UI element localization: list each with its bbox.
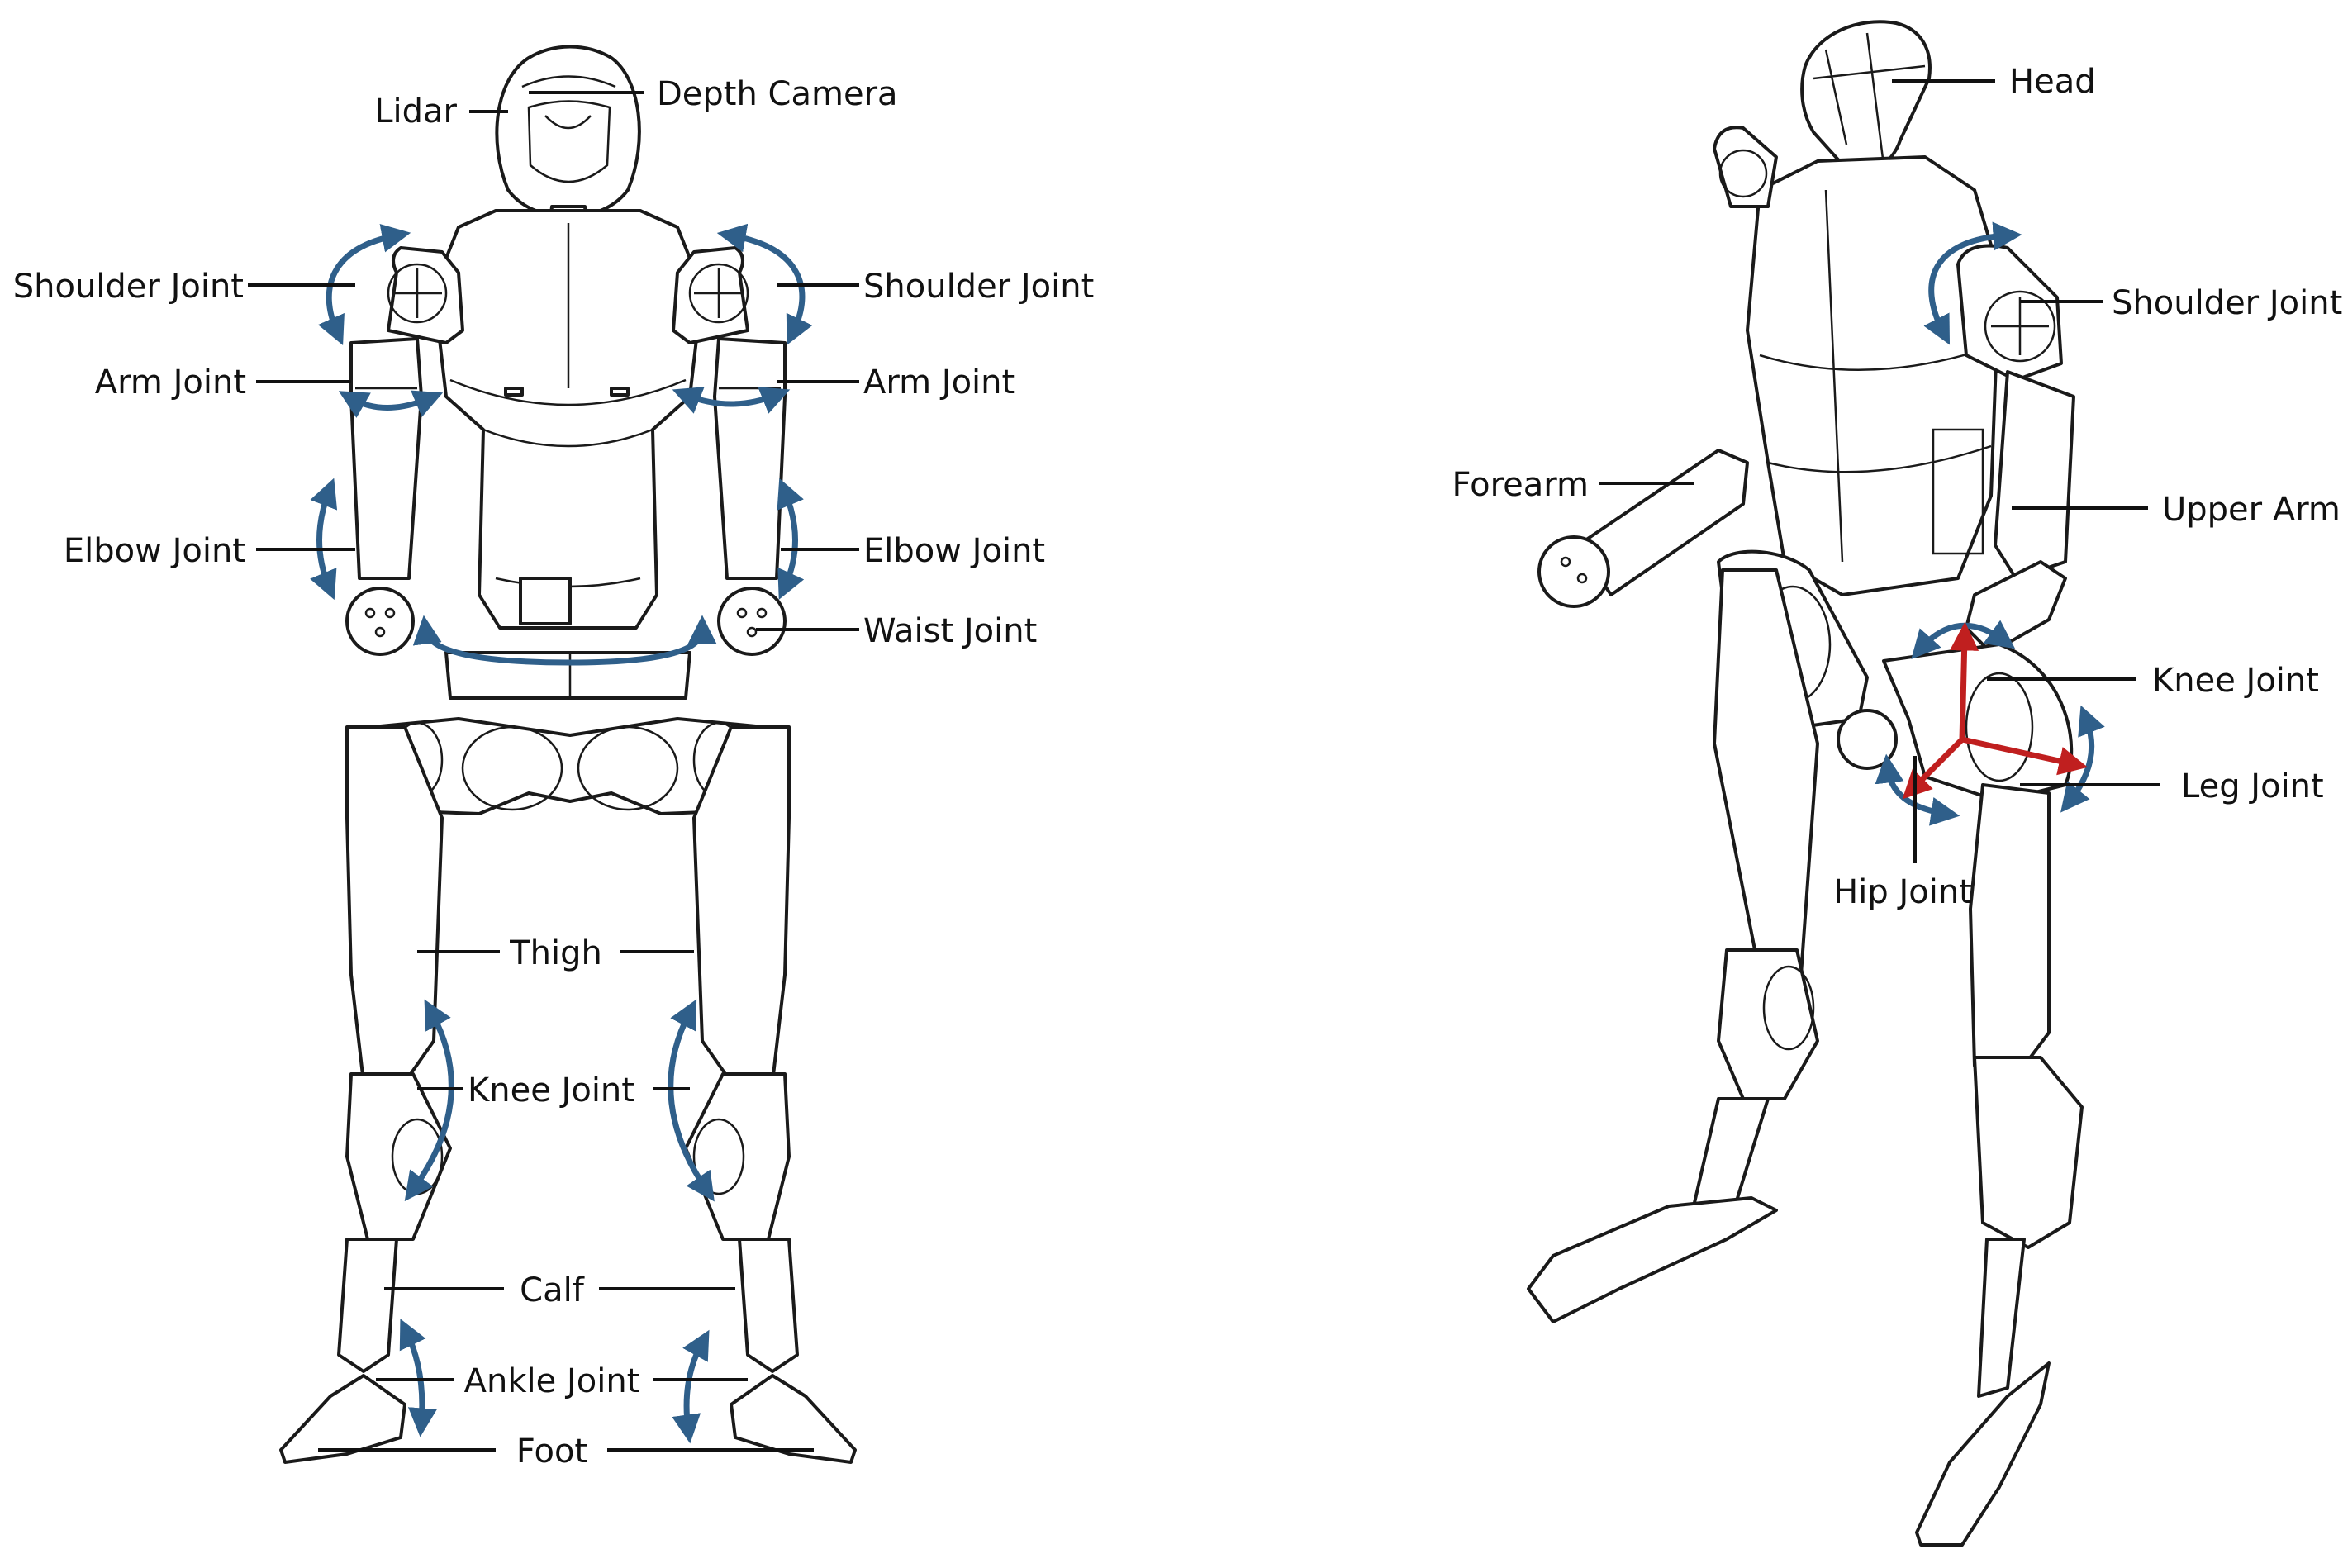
side-forearm (1537, 449, 1749, 608)
knee-left-rotation-arrow (404, 999, 454, 1202)
label-side-knee-joint: Knee Joint (2152, 662, 2319, 700)
waist-rotation-arrow (412, 615, 717, 666)
front-robot (279, 45, 857, 1464)
side-robot (1527, 20, 2084, 1547)
side-leader-lines (1599, 79, 2160, 863)
front-leg-left (279, 725, 452, 1464)
side-shoulder-front (1956, 244, 2063, 382)
label-shoulder-joint-right: Shoulder Joint (863, 268, 1094, 306)
side-leg-back (1527, 568, 1819, 1323)
ankle-right-rotation-arrow (672, 1329, 710, 1444)
front-shoulder-left (387, 246, 464, 344)
label-waist-joint: Waist Joint (863, 612, 1037, 650)
front-rotation-arrows (310, 223, 813, 1444)
side-leg-front (1915, 783, 2084, 1547)
label-hip-joint: Hip Joint (1833, 873, 1972, 911)
label-upper-arm: Upper Arm (2162, 491, 2341, 529)
axis-arrow-left (1902, 736, 1965, 800)
side-torso (1746, 155, 2001, 596)
front-arm-left (345, 337, 423, 656)
label-lidar: Lidar (374, 93, 457, 131)
label-foot: Foot (516, 1433, 587, 1471)
arm-right-rotation-arrow (672, 387, 791, 414)
side-leg-rotation-arrow (2060, 705, 2105, 813)
side-head (1800, 20, 1932, 176)
label-elbow-joint-right: Elbow Joint (863, 532, 1045, 570)
arm-left-rotation-arrow (338, 390, 444, 418)
label-side-shoulder-joint: Shoulder Joint (2112, 284, 2342, 322)
side-shoulder-rotation-arrow (1923, 221, 2022, 345)
axis-arrow-up (1950, 621, 1979, 743)
front-shoulder-right (672, 246, 749, 344)
elbow-left-rotation-arrow (310, 478, 338, 601)
elbow-right-rotation-arrow (777, 478, 805, 600)
label-head: Head (2009, 63, 2096, 101)
shoulder-right-rotation-arrow (716, 223, 813, 345)
label-arm-joint-right: Arm Joint (863, 363, 1015, 402)
knee-right-rotation-arrow (668, 999, 715, 1202)
front-leader-lines (248, 91, 859, 1452)
side-labels: Head Shoulder Joint Forearm Upper Arm Kn… (1452, 63, 2343, 911)
axis-arrow-right (1959, 736, 2089, 776)
side-shoulder-back (1713, 126, 1778, 208)
side-rotation-arrows (1875, 221, 2105, 826)
ankle-left-rotation-arrow (399, 1319, 437, 1437)
front-torso (432, 209, 704, 630)
front-labels: Lidar Depth Camera Shoulder Joint Should… (13, 75, 1095, 1471)
label-ankle-joint: Ankle Joint (464, 1362, 640, 1400)
label-knee-joint: Knee Joint (468, 1071, 634, 1109)
label-depth-camera: Depth Camera (657, 75, 898, 113)
label-forearm: Forearm (1452, 466, 1589, 504)
front-arm-right (713, 337, 787, 656)
front-leg-right (684, 725, 857, 1464)
label-leg-joint: Leg Joint (2181, 767, 2324, 805)
label-shoulder-joint-left: Shoulder Joint (13, 268, 244, 306)
label-arm-joint-left: Arm Joint (95, 363, 246, 402)
label-elbow-joint-left: Elbow Joint (64, 532, 245, 570)
shoulder-left-rotation-arrow (317, 224, 411, 346)
label-calf: Calf (520, 1271, 585, 1309)
label-thigh: Thigh (509, 934, 602, 972)
